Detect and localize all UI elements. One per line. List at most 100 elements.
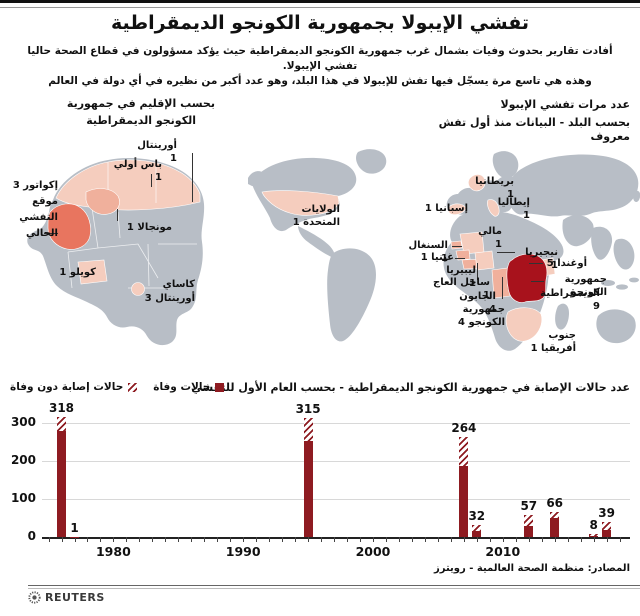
bar-value-2012: 57 (520, 499, 538, 514)
guinea-highlight (455, 249, 471, 261)
intro-text: أفادت تقارير بحدوث وفيات بشمال غرب جمهور… (10, 44, 630, 90)
x-tick-1984 (165, 537, 167, 542)
x-tick-2015 (567, 537, 569, 542)
label-mongala: مونجالا 1 (126, 222, 172, 233)
kwilu-highlight (77, 259, 108, 285)
mongala-leader-line (117, 209, 118, 221)
central-america-shape (298, 226, 335, 258)
bar-2014-deaths (550, 518, 560, 537)
bar-2007-deaths (459, 466, 469, 537)
bar-chart-plot: 318 1 315 264 32 57 66 8 39 (42, 401, 630, 542)
italy-highlight (487, 199, 500, 217)
top-thin-rule (0, 7, 640, 8)
x-tick-1989 (230, 537, 232, 542)
chart-legend: حالات وفاة حالات إصابة دون وفاة (10, 381, 225, 393)
drc-region-map (27, 158, 205, 346)
label-congo: جمهورية الكونجو 4 (458, 304, 505, 328)
label-kasai: كاساي أورينتال 3 (143, 278, 195, 306)
label-gabon: الجابون 4 (459, 291, 496, 315)
intro-line-2: وهذه هي تاسع مرة يسجّل فيها تفش للإيبولا… (48, 75, 592, 88)
label-equateur-note-3: الحالي (25, 228, 58, 239)
bar-value-2017: 8 (589, 518, 598, 532)
x-tick-1994 (295, 537, 297, 542)
world-map-header-line2: بحسب البلد - البيانات منذ أول تفش معروف (438, 116, 630, 144)
label-bas-uele: باس أولي 1 (113, 159, 162, 183)
y-axis-label-200: 200 (10, 453, 36, 468)
x-tick-1985 (178, 537, 180, 542)
label-drc-line1: جمهورية الكونجو (564, 274, 607, 298)
greenland-shape (356, 149, 387, 174)
x-tick-1976 (61, 537, 63, 542)
southeast-asia-shape (613, 238, 635, 270)
footer-divider (28, 585, 640, 589)
world-map-header-line1: عدد مرات تفشي الإيبولا (500, 98, 630, 111)
x-tick-1979 (100, 537, 102, 542)
label-guinea: غينيا 1 (420, 252, 454, 263)
x-tick-1980 (113, 537, 115, 542)
bar-value-1976: 318 (48, 400, 75, 415)
bar-2012-deaths (524, 526, 534, 537)
world-map (248, 149, 640, 351)
page-title: تفشي الإيبولا بجمهورية الكونجو الديمقراط… (110, 12, 530, 34)
x-axis-label-2000: 2000 (355, 544, 391, 559)
x-tick-2019 (619, 537, 621, 542)
bar-1995-nonfatal (303, 417, 313, 441)
senegal-highlight (450, 240, 463, 250)
equateur-highlight (47, 203, 91, 250)
chart-title: عدد حالات الإصابة في جمهورية الكونجو الد… (191, 381, 630, 394)
scandinavia-shape (492, 151, 519, 179)
x-tick-2004 (424, 537, 426, 542)
nigeria-highlight (474, 250, 495, 271)
alaska-shape (248, 171, 266, 187)
guinea-leader-line (455, 258, 465, 259)
x-tick-2014 (554, 537, 556, 542)
x-tick-1977 (74, 537, 76, 542)
x-tick-1981 (126, 537, 128, 542)
intro-line-1: أفادت تقارير بحدوث وفيات بشمال غرب جمهور… (27, 45, 613, 73)
usa-highlight (261, 190, 340, 216)
bar-2007-nonfatal (459, 437, 469, 467)
label-senegal: السنغال 1 (408, 240, 448, 264)
x-tick-2013 (541, 537, 543, 542)
bar-value-1977: 1 (70, 520, 79, 535)
top-rule (0, 0, 640, 3)
liberia-leader-line (477, 263, 478, 280)
bar-1977-deaths (70, 536, 79, 538)
x-tick-2000 (373, 537, 374, 542)
y-axis-label-100: 100 (10, 491, 36, 506)
legend-item-deaths: حالات وفاة (153, 381, 225, 393)
x-tick-2016 (580, 537, 582, 542)
orientale-leader-line (192, 153, 193, 202)
legend-deaths-label: حالات وفاة (153, 381, 211, 393)
source-line: المصادر: منظمة الصحة العالمية - رويترز (433, 563, 630, 574)
label-south-africa: جنوب أفريقيا 1 (530, 330, 576, 354)
label-equateur: إكواتور 3 موقع التفشي الحالي (10, 178, 58, 242)
bas-uele-leader-line (151, 174, 152, 187)
x-tick-2012 (528, 537, 530, 542)
region-map-header-line2: الكونجو الديمقراطية (86, 114, 196, 127)
x-tick-1982 (139, 537, 141, 542)
bar-2018-nonfatal (602, 522, 612, 530)
x-tick-2006 (450, 537, 452, 542)
bar-value-2014: 66 (546, 496, 564, 510)
x-tick-2008 (476, 537, 478, 542)
legend-item-nonfatal: حالات إصابة دون وفاة (10, 381, 138, 393)
label-orientale: أورينتال 1 (137, 140, 177, 164)
gridline-200 (42, 461, 630, 463)
south-africa-highlight (505, 307, 543, 342)
x-tick-1990 (243, 537, 245, 542)
province-borders (67, 207, 197, 289)
x-tick-1988 (217, 537, 219, 542)
gabon-leader-line (502, 277, 503, 299)
bar-1995-deaths (303, 440, 313, 537)
legend-nonfatal-label: حالات إصابة دون وفاة (10, 381, 124, 393)
x-tick-2005 (437, 537, 439, 542)
y-axis-label-300: 300 (10, 415, 36, 430)
x-tick-2011 (515, 537, 517, 542)
south-america-shape (327, 248, 376, 342)
x-tick-1995 (308, 537, 310, 542)
bar-1976-deaths (57, 430, 66, 537)
label-liberia: ليبيريا 1 (446, 265, 476, 289)
label-usa: الولايات المتحدة 1 (292, 204, 340, 228)
